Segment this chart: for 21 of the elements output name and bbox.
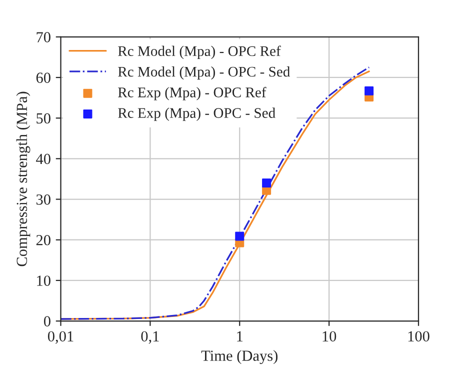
x-tick-label: 0,01 — [48, 331, 74, 344]
y-axis-title: Compressive strength (MPa) — [16, 92, 30, 266]
y-tick-label: 40 — [36, 154, 50, 164]
legend-label: Rc Exp (Mpa) - OPC Ref — [118, 86, 266, 100]
y-tick-label: 0 — [44, 316, 50, 326]
point — [235, 232, 244, 241]
x-tick-label: 0,1 — [141, 331, 159, 344]
y-tick-label: 70 — [36, 32, 50, 42]
legend-label: Rc Model (Mpa) - OPC - Sed — [118, 66, 290, 80]
legend-label: Rc Model (Mpa) - OPC Ref — [118, 46, 281, 60]
y-tick-label: 30 — [36, 194, 50, 205]
x-tick-label: 10 — [322, 331, 336, 342]
x-tick-label: 100 — [408, 331, 430, 342]
legend-label: Rc Exp (Mpa) - OPC - Sed — [118, 108, 276, 121]
y-tick-label: 50 — [36, 113, 50, 124]
x-tick-label: 1 — [237, 331, 243, 342]
y-tick-label: 60 — [36, 72, 50, 83]
y-tick-label: 10 — [37, 276, 50, 286]
point — [364, 86, 374, 96]
x-axis-title: Time (Days) — [201, 350, 278, 364]
y-tick-label: 20 — [36, 234, 50, 246]
